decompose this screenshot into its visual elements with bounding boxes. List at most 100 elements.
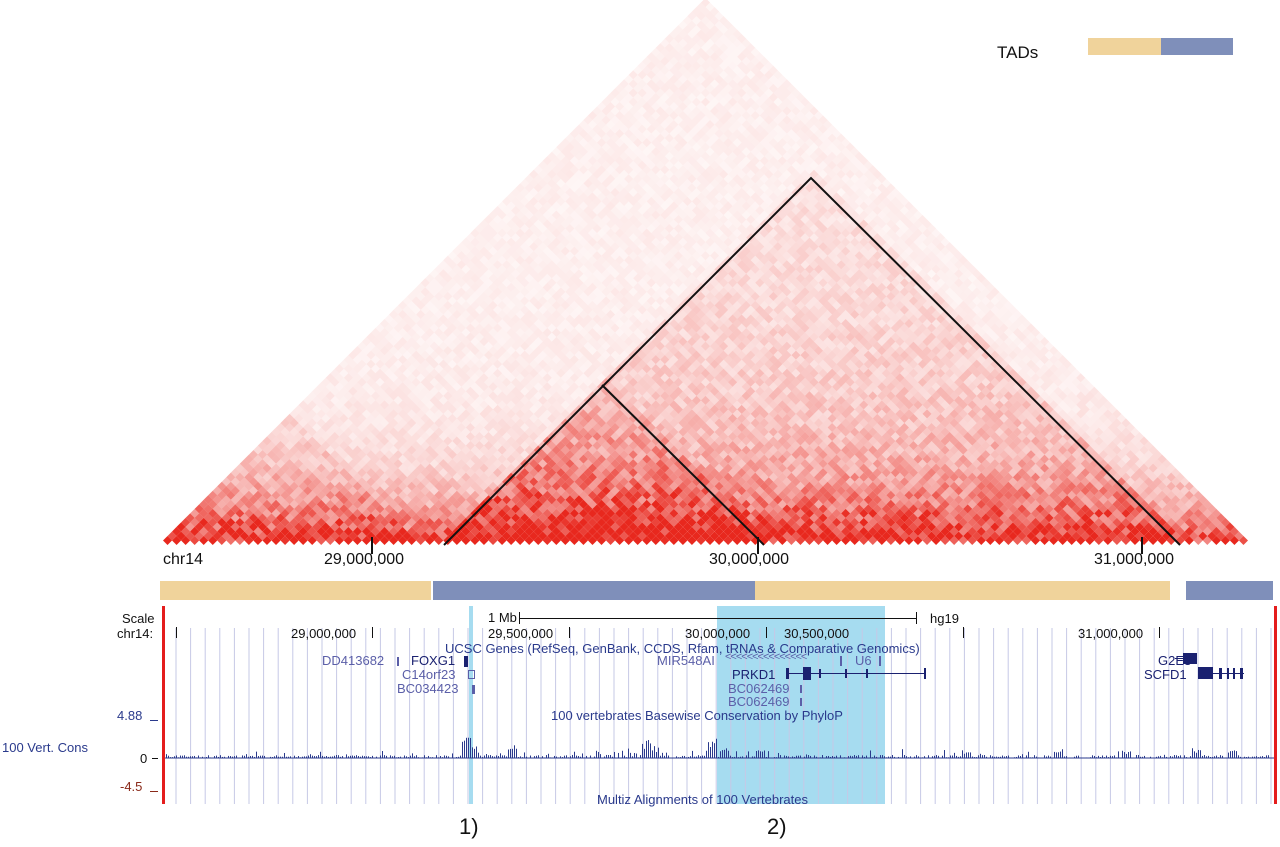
heatmap-cell <box>601 187 611 197</box>
heatmap-cell <box>655 97 665 107</box>
heatmap-cell <box>474 224 484 234</box>
heatmap-cell <box>285 468 295 478</box>
heatmap-cell <box>380 445 390 455</box>
heatmap-cell <box>574 205 584 215</box>
heatmap-cell <box>759 74 769 84</box>
heatmap-cell <box>172 535 182 545</box>
heatmap-cell <box>542 210 552 220</box>
heatmap-cell <box>425 300 435 310</box>
heatmap-cell <box>606 219 616 229</box>
heatmap-cell <box>280 535 290 545</box>
heatmap-cell <box>687 138 697 148</box>
heatmap-cell <box>488 282 498 292</box>
heatmap-cell <box>606 92 616 102</box>
heatmap-cell <box>384 368 394 378</box>
heatmap-cell <box>538 278 548 288</box>
heatmap-cell <box>587 192 597 202</box>
heatmap-cell <box>696 111 706 121</box>
heatmap-cell <box>339 431 349 442</box>
heatmap-cell <box>488 328 498 338</box>
heatmap-cell <box>393 323 403 333</box>
heatmap-cell <box>538 187 548 197</box>
heatmap-cell <box>700 115 711 125</box>
heatmap-cell <box>425 318 435 328</box>
heatmap-cell <box>325 445 335 455</box>
heatmap-cell <box>506 192 516 202</box>
heatmap-cell <box>606 111 616 121</box>
heatmap-cell <box>538 233 548 243</box>
heatmap-cell <box>235 490 245 500</box>
heatmap-cell <box>710 106 720 116</box>
heatmap-cell <box>420 287 430 297</box>
heatmap-cell <box>637 151 647 161</box>
heatmap-cell <box>700 106 711 116</box>
heatmap-cell <box>389 328 399 338</box>
heatmap-cell <box>773 79 783 89</box>
heatmap-cell <box>696 65 706 75</box>
heatmap-cell <box>452 300 462 310</box>
heatmap-cell <box>633 192 643 202</box>
heatmap-cell <box>606 228 616 238</box>
heatmap-cell <box>389 445 399 455</box>
heatmap-cell <box>447 296 457 306</box>
heatmap-cell <box>529 178 539 188</box>
heatmap-cell <box>655 142 665 152</box>
heatmap-cell <box>452 318 462 328</box>
heatmap-cell <box>696 20 706 30</box>
heatmap-cell <box>569 228 579 238</box>
heatmap-cell <box>488 246 498 256</box>
heatmap-cell <box>696 74 706 84</box>
heatmap-cell <box>407 436 417 446</box>
heatmap-cell <box>348 368 358 378</box>
heatmap-cell <box>411 314 421 324</box>
heatmap-cell <box>506 309 516 319</box>
heatmap-cell <box>574 251 584 261</box>
heatmap-cell <box>687 174 697 184</box>
heatmap-cell <box>565 196 575 206</box>
heatmap-cell <box>438 314 448 324</box>
heatmap-cell <box>646 178 656 188</box>
heatmap-cell <box>637 169 647 179</box>
heatmap-cell <box>416 355 426 365</box>
heatmap-cell <box>447 305 457 315</box>
heatmap-cell <box>366 477 376 487</box>
heatmap-cell <box>619 178 629 188</box>
heatmap-cell <box>700 79 711 89</box>
heatmap-cell <box>710 70 720 80</box>
heatmap-cell <box>732 38 742 48</box>
heatmap-cell <box>357 486 367 496</box>
heatmap-cell <box>456 377 466 387</box>
heatmap-cell <box>425 409 435 419</box>
heatmap-cell <box>524 300 534 310</box>
heatmap-cell <box>520 305 530 315</box>
heatmap-cell <box>393 450 403 460</box>
heatmap-cell <box>461 328 471 338</box>
heatmap-cell <box>719 115 729 125</box>
heatmap-cell <box>488 291 498 301</box>
heatmap-cell <box>710 34 720 44</box>
heatmap-cell <box>682 79 692 89</box>
heatmap-cell <box>655 205 665 215</box>
heatmap-cell <box>307 463 317 473</box>
heatmap-cell <box>515 318 525 328</box>
heatmap-cell <box>642 83 652 93</box>
heatmap-cell <box>429 287 439 297</box>
heatmap-cell <box>506 219 516 229</box>
heatmap-cell <box>257 468 267 478</box>
heatmap-cell <box>447 332 457 342</box>
heatmap-cell <box>416 318 426 328</box>
heatmap-cell <box>488 237 498 247</box>
heatmap-cell <box>506 264 516 274</box>
heatmap-cell <box>370 445 380 455</box>
heatmap-cell <box>285 441 295 451</box>
heatmap-cell <box>615 92 625 102</box>
heatmap-cell <box>619 133 629 143</box>
heatmap-cell <box>583 169 593 179</box>
heatmap-cell <box>601 214 611 225</box>
heatmap-cell <box>610 88 620 98</box>
heatmap-cell <box>407 427 417 437</box>
heatmap-cell <box>705 20 715 30</box>
heatmap-cell <box>529 269 539 279</box>
heatmap-cell <box>375 359 385 369</box>
heatmap-cell <box>208 499 218 509</box>
